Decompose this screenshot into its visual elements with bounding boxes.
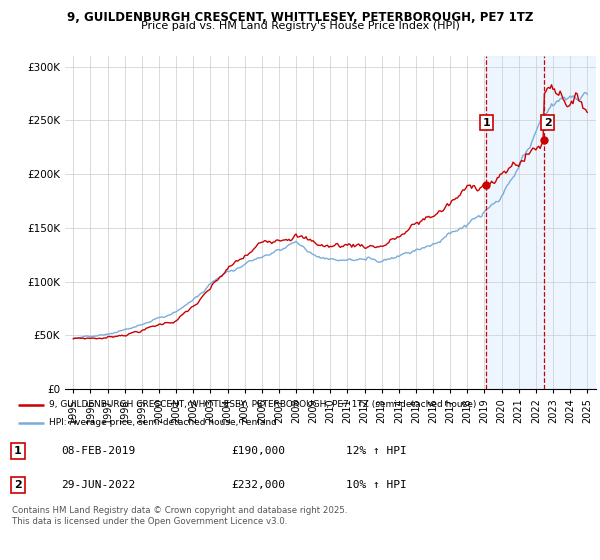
Text: 9, GUILDENBURGH CRESCENT, WHITTLESEY, PETERBOROUGH, PE7 1TZ: 9, GUILDENBURGH CRESCENT, WHITTLESEY, PE… <box>67 11 533 24</box>
Text: £190,000: £190,000 <box>231 446 285 456</box>
Text: 29-JUN-2022: 29-JUN-2022 <box>61 480 135 490</box>
Text: 2: 2 <box>544 118 552 128</box>
Text: 2: 2 <box>14 480 22 490</box>
Text: 9, GUILDENBURGH CRESCENT, WHITTLESEY, PETERBOROUGH, PE7 1TZ (semi-detached house: 9, GUILDENBURGH CRESCENT, WHITTLESEY, PE… <box>49 400 477 409</box>
Text: Contains HM Land Registry data © Crown copyright and database right 2025.
This d: Contains HM Land Registry data © Crown c… <box>12 506 347 526</box>
Text: 10% ↑ HPI: 10% ↑ HPI <box>346 480 407 490</box>
Text: 1: 1 <box>14 446 22 456</box>
Text: Price paid vs. HM Land Registry's House Price Index (HPI): Price paid vs. HM Land Registry's House … <box>140 21 460 31</box>
Text: £232,000: £232,000 <box>231 480 285 490</box>
Text: 08-FEB-2019: 08-FEB-2019 <box>61 446 135 456</box>
Bar <box>486 56 596 389</box>
Text: 12% ↑ HPI: 12% ↑ HPI <box>346 446 407 456</box>
Text: 1: 1 <box>482 118 490 128</box>
Text: HPI: Average price, semi-detached house, Fenland: HPI: Average price, semi-detached house,… <box>49 418 277 427</box>
